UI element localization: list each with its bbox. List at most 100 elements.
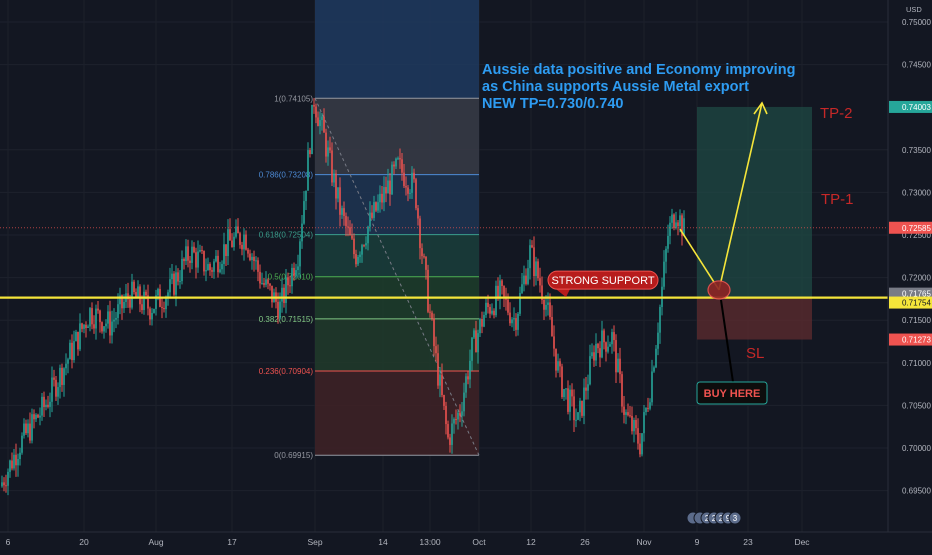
candle-body <box>391 164 393 195</box>
candle-body <box>7 471 9 486</box>
candle-body <box>457 412 459 420</box>
candle-body <box>375 202 377 211</box>
candle-body <box>11 460 13 469</box>
candle-body <box>597 343 599 349</box>
candle-body <box>109 311 111 336</box>
time-tick-label: Dec <box>794 537 810 547</box>
candle-body <box>453 419 455 424</box>
candle-body <box>509 312 511 324</box>
candle-body <box>323 116 325 133</box>
candle-body <box>219 269 221 273</box>
price-tick-label: 0.74500 <box>902 61 931 70</box>
candle-body <box>17 458 19 466</box>
candle-body <box>353 238 355 255</box>
candle-body <box>435 346 437 354</box>
candle-body <box>69 342 71 360</box>
candle-body <box>461 411 463 416</box>
candle-body <box>575 419 577 421</box>
candle-body <box>527 268 529 284</box>
candle-body <box>321 116 323 121</box>
fib-band <box>315 318 479 371</box>
event-icon-count: 3 <box>733 514 738 523</box>
price-badge[interactable] <box>889 296 932 309</box>
long-position-tool <box>697 106 812 340</box>
price-badge[interactable] <box>889 221 932 234</box>
strong-support-callout[interactable] <box>547 270 659 290</box>
candle-body <box>553 336 555 349</box>
candle-body <box>477 333 479 353</box>
price-tick-label: 0.70500 <box>902 401 931 410</box>
candle-body <box>507 299 509 313</box>
event-icon-count: 2 <box>719 514 724 523</box>
candle-body <box>633 420 635 432</box>
price-badge[interactable] <box>889 333 932 346</box>
candle-body <box>499 280 501 298</box>
candle-body <box>357 256 359 265</box>
candle-body <box>439 374 441 386</box>
fib-level-label: 0.236(0.70904) <box>259 367 314 376</box>
candle-body <box>215 255 217 262</box>
candle-body <box>511 319 513 324</box>
candle-body <box>645 407 647 413</box>
candle-body <box>295 270 297 277</box>
candle-body <box>119 295 121 305</box>
candle-body <box>533 247 535 277</box>
candle-body <box>123 301 125 309</box>
candle-body <box>579 400 581 413</box>
candle-body <box>407 187 409 194</box>
candle-body <box>563 389 565 397</box>
candle-body <box>541 285 543 300</box>
stop-loss-zone[interactable] <box>697 297 812 340</box>
candle-body <box>535 261 537 277</box>
time-tick-label: 17 <box>227 537 237 547</box>
event-icon-count: 2 <box>705 514 710 523</box>
candle-body <box>57 387 59 397</box>
candle-body <box>423 256 425 258</box>
candle-body <box>9 460 11 472</box>
candle-body <box>495 285 497 316</box>
candle-body <box>679 215 681 227</box>
candle-body <box>639 443 641 455</box>
candle-body <box>257 260 259 272</box>
candle-body <box>411 172 413 193</box>
time-tick-label: 6 <box>6 537 11 547</box>
candle-body <box>663 261 665 287</box>
entry-circle[interactable] <box>707 280 731 300</box>
price-tick-label: 0.70000 <box>902 444 931 453</box>
price-badge[interactable] <box>889 100 932 113</box>
candle-body <box>497 285 499 298</box>
candle-body <box>63 368 65 385</box>
candle-body <box>603 330 605 343</box>
candle-body <box>605 342 607 352</box>
candle-body <box>389 180 391 195</box>
candle-body <box>681 215 683 237</box>
price-tick-label: 0.71000 <box>902 359 931 368</box>
candle-body <box>29 423 31 441</box>
buy-here-callout[interactable] <box>696 381 768 405</box>
candle-body <box>371 212 373 218</box>
candle-body <box>669 222 671 236</box>
fib-level-label: 1(0.74105) <box>274 94 313 103</box>
candle-body <box>25 423 27 434</box>
candle-body <box>115 317 117 320</box>
candle-body <box>79 323 81 350</box>
candle-body <box>567 388 569 412</box>
candle-body <box>381 193 383 203</box>
candle-body <box>401 159 403 173</box>
candle-body <box>81 323 83 329</box>
sl-label: SL <box>746 345 764 362</box>
candle-body <box>463 392 465 412</box>
event-icon[interactable] <box>728 511 742 525</box>
candle-body <box>265 279 267 285</box>
candle-body <box>311 104 313 155</box>
candle-body <box>67 359 69 364</box>
price-tick-label: 0.72000 <box>902 274 931 283</box>
candle-body <box>369 212 371 227</box>
price-badge-label: 0.71273 <box>902 336 931 345</box>
candle-body <box>377 202 379 211</box>
candle-body <box>593 352 595 361</box>
candle-body <box>41 396 43 416</box>
headline-annotation-line: NEW TP=0.730/0.740 <box>482 96 623 112</box>
